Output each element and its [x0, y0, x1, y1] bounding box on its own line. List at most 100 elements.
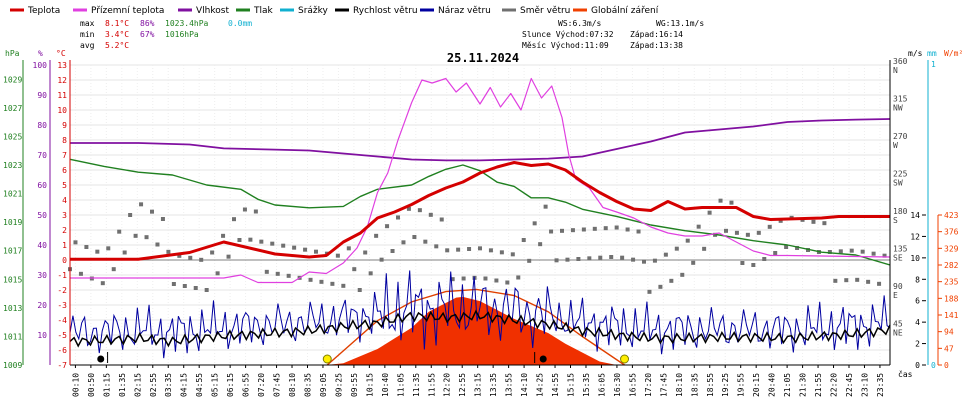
wm-unit-label: W/m²: [944, 49, 963, 58]
wind-direction-point: [680, 272, 685, 277]
wind-speed-line: [69, 309, 891, 348]
wind-direction-point: [188, 255, 193, 260]
wind-direction-point: [811, 219, 816, 224]
x-tick-3: 01:35: [118, 373, 127, 397]
wind-direction-point: [773, 251, 778, 255]
pct-tick-30: 30: [37, 271, 47, 280]
hpa-tick-1011: 1011: [3, 332, 22, 341]
wind-direction-point: [84, 245, 89, 249]
x-tick-48: 21:55: [814, 373, 823, 397]
wind-direction-point: [838, 249, 843, 254]
wind-direction-point: [461, 276, 466, 281]
legend-label-0: Teplota: [27, 6, 60, 16]
wm-tick-141: 141: [944, 311, 959, 320]
wind-direction-point: [270, 241, 275, 246]
pct-tick-40: 40: [37, 241, 47, 250]
wind-direction-point: [707, 210, 712, 215]
x-tick-32: 15:15: [567, 373, 576, 397]
wind-direction-point: [499, 250, 504, 255]
info-wg: WG:13.1m/s: [656, 19, 704, 28]
wind-direction-point: [767, 224, 772, 229]
wind-direction-point: [155, 242, 160, 247]
celsius-tick-11: 11: [57, 91, 67, 100]
wind-direction-point: [855, 277, 860, 282]
wind-direction-point: [663, 252, 668, 257]
wind-direction-point: [117, 229, 122, 234]
x-tick-47: 21:30: [799, 373, 808, 397]
direction-deg-tick-90: 90: [893, 282, 903, 291]
wind-direction-point: [570, 228, 575, 233]
pct-unit-label: %: [38, 49, 43, 58]
humidity-line: [70, 118, 891, 162]
x-tick-10: 06:15: [226, 373, 235, 397]
wm-tick-423: 423: [944, 211, 959, 220]
pct-tick-60: 60: [37, 181, 47, 190]
wind-direction-point: [652, 258, 657, 263]
wind-direction-point: [259, 239, 264, 244]
wind-direction-point: [866, 279, 871, 284]
x-tick-23: 11:55: [427, 373, 436, 397]
x-tick-15: 08:35: [303, 373, 312, 397]
x-tick-9: 05:15: [211, 373, 220, 397]
stat-min-temp: 3.4°C: [105, 30, 129, 39]
wind-direction-point: [510, 252, 515, 257]
info-mesic: Měsíc Východ:11:09: [522, 41, 609, 50]
wind-direction-point: [308, 277, 313, 282]
x-tick-20: 10:40: [381, 373, 390, 397]
celsius-tick--4: -4: [57, 316, 67, 325]
wind-direction-point: [734, 230, 739, 235]
direction-deg-tick-270: 270: [893, 132, 908, 141]
wind-direction-point: [827, 250, 832, 254]
direction-name-tick-SW: SW: [893, 179, 903, 188]
wind-direction-point: [379, 257, 384, 262]
wind-direction-point: [248, 237, 253, 242]
pct-tick-90: 90: [37, 91, 47, 100]
wind-direction-point: [428, 212, 433, 217]
wind-direction-point: [122, 250, 127, 255]
direction-name-tick-E: E: [893, 291, 898, 300]
celsius-tick-13: 13: [57, 61, 67, 70]
wind-direction-point: [374, 233, 379, 238]
celsius-tick-7: 7: [62, 151, 67, 160]
wind-direction-point: [111, 267, 116, 272]
stat-avg-label: avg: [80, 41, 95, 50]
celsius-tick-2: 2: [62, 226, 67, 235]
wind-direction-point: [527, 258, 532, 263]
wind-direction-point: [100, 281, 105, 286]
wind-direction-point: [494, 278, 499, 283]
x-tick-49: 22:20: [830, 373, 839, 397]
x-tick-37: 17:20: [644, 373, 653, 397]
sun-moon-markers: [97, 352, 630, 364]
wind-direction-point: [833, 278, 838, 283]
info-block: WS:6.3m/s WG:13.1m/s Slunce Východ:07:32…: [522, 19, 704, 50]
wind-direction-point: [620, 255, 625, 260]
stat-max-rain: 0.0mm: [228, 19, 252, 28]
x-tick-33: 15:35: [582, 373, 591, 397]
celsius-tick-10: 10: [57, 106, 67, 115]
wind-direction-point: [412, 235, 417, 239]
wind-direction-point: [417, 208, 422, 213]
chart-title: 25.11.2024: [447, 51, 519, 65]
ms-tick-2: 2: [915, 340, 920, 349]
hpa-tick-1009: 1009: [3, 361, 22, 370]
wind-direction-point: [286, 273, 291, 278]
wind-direction-point: [139, 202, 144, 207]
legend-label-7: Směr větru: [520, 6, 570, 16]
direction-name-tick-NW: NW: [893, 104, 903, 113]
moon-marker-left: [97, 355, 105, 363]
x-tick-29: 14:10: [520, 373, 529, 397]
wind-direction-point: [467, 247, 472, 251]
wind-direction-point: [390, 249, 395, 253]
celsius-tick-8: 8: [62, 136, 67, 145]
x-tick-12: 07:20: [257, 373, 266, 397]
x-tick-35: 16:30: [613, 373, 622, 397]
x-tick-5: 02:55: [149, 373, 158, 397]
celsius-tick--2: -2: [57, 286, 67, 295]
x-tick-18: 09:55: [350, 373, 359, 397]
stats-block: max 8.1°C 86% 1023.4hPa 0.0mm min 3.4°C …: [80, 19, 252, 50]
celsius-tick-3: 3: [62, 211, 67, 220]
info-mesic-set: Západ:13:38: [630, 41, 683, 50]
wind-direction-point: [778, 218, 783, 223]
hpa-tick-1025: 1025: [3, 132, 22, 141]
wind-direction-point: [871, 251, 876, 256]
